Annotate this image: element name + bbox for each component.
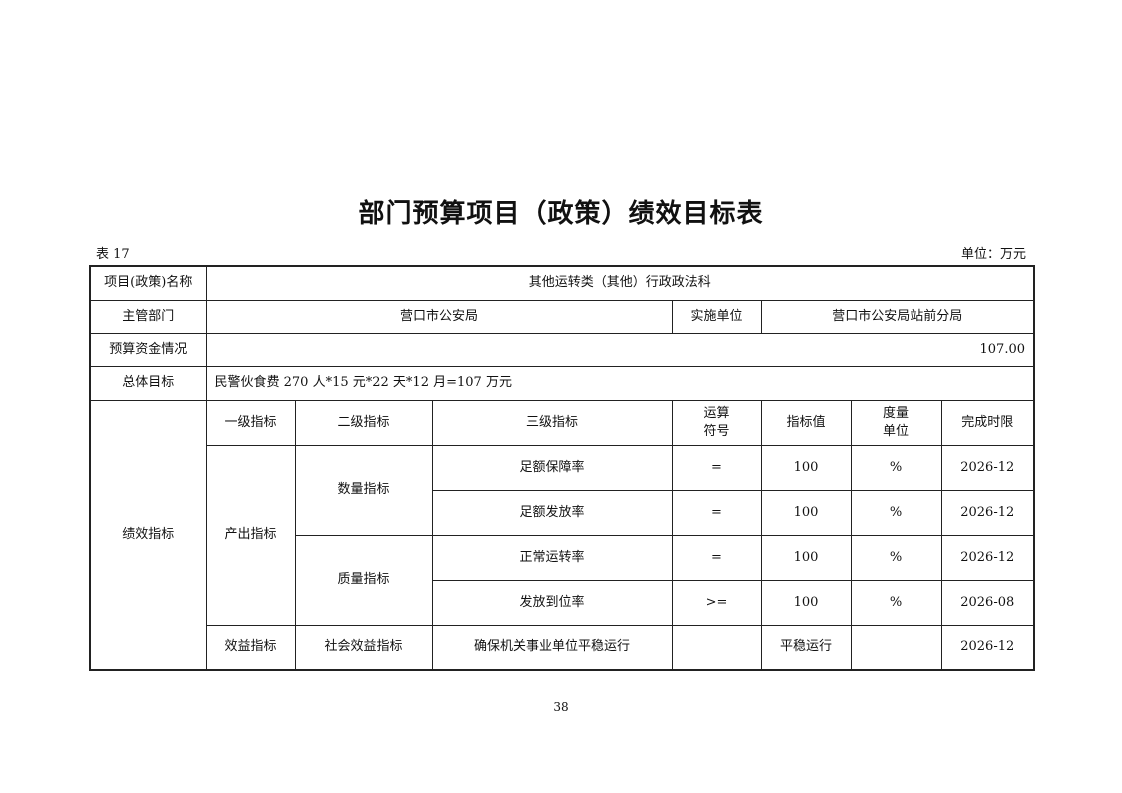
indicator-unit: % <box>850 579 942 626</box>
indicator-op <box>671 624 762 671</box>
indicator-name: 足额保障率 <box>431 444 673 491</box>
indicator-deadline: 2026-12 <box>940 534 1035 581</box>
indicator-deadline: 2026-12 <box>940 444 1035 491</box>
indicator-value: 100 <box>760 489 852 536</box>
label-cell: 主管部门 <box>89 299 207 334</box>
indicator-name: 正常运转率 <box>431 534 673 581</box>
dept-value: 营口市公安局 <box>205 299 673 334</box>
goal-value: 民警伙食费 270 人*15 元*22 天*12 月=107 万元 <box>205 365 1035 401</box>
page-number: 38 <box>553 700 569 714</box>
label-cell: 项目(政策)名称 <box>89 265 207 301</box>
table-row: 发放到位率 >= 100 % 2026-08 <box>90 579 1035 626</box>
page-title: 部门预算项目（政策）绩效目标表 <box>358 199 764 229</box>
header-cell: 一级指标 <box>205 399 296 446</box>
level2-cell: 社会效益指标 <box>294 624 433 671</box>
table-row: 预算资金情况 107.00 <box>89 332 1035 367</box>
indicator-deadline: 2026-08 <box>940 579 1035 626</box>
header-cell: 运算符号 <box>671 399 762 446</box>
indicator-unit <box>850 624 942 671</box>
table-row: 质量指标 正常运转率 = 100 % 2026-12 <box>90 534 1035 626</box>
budget-value: 107.00 <box>205 332 1035 367</box>
header-cell: 三级指标 <box>431 399 673 446</box>
header-cell: 指标值 <box>760 399 852 446</box>
label-cell: 实施单位 <box>671 299 762 334</box>
indicator-unit: % <box>850 534 942 581</box>
indicator-op: = <box>671 444 762 491</box>
level1-cell: 产出指标 <box>205 444 296 626</box>
header-cell: 完成时限 <box>940 399 1035 446</box>
table-row: 产出指标 数量指标 足额保障率 = 100 % 2026-12 <box>90 444 1035 626</box>
level2-cell: 质量指标 <box>294 534 433 626</box>
indicator-value: 100 <box>760 579 852 626</box>
indicator-op: >= <box>671 579 762 626</box>
header-cell: 二级指标 <box>294 399 433 446</box>
indicator-deadline: 2026-12 <box>940 489 1035 536</box>
table-row: 项目(政策)名称 其他运转类（其他）行政政法科 <box>89 265 1035 301</box>
indicator-name: 足额发放率 <box>431 489 673 536</box>
project-name: 其他运转类（其他）行政政法科 <box>205 265 1035 301</box>
table-row: 主管部门 营口市公安局 实施单位 营口市公安局站前分局 <box>89 299 1035 334</box>
indicator-unit: % <box>850 444 942 491</box>
indicator-unit: % <box>850 489 942 536</box>
indicator-name: 发放到位率 <box>431 579 673 626</box>
level2-cell: 数量指标 <box>294 444 433 536</box>
table-number: 表 17 <box>96 247 130 262</box>
indicator-op: = <box>671 534 762 581</box>
header-row: 绩效指标 一级指标 二级指标 三级指标 运算符号 指标值 度量单位 完成时限 <box>89 399 1035 671</box>
indicator-name: 确保机关事业单位平稳运行 <box>431 624 673 671</box>
performance-table: 项目(政策)名称 其他运转类（其他）行政政法科 主管部门 营口市公安局 实施单位… <box>89 265 1035 671</box>
header-cell: 度量单位 <box>850 399 942 446</box>
header-op: 运算符号 <box>703 405 730 439</box>
indicator-op: = <box>671 489 762 536</box>
header-unit: 度量单位 <box>882 405 909 439</box>
indicator-value: 100 <box>760 534 852 581</box>
perf-label: 绩效指标 <box>89 399 207 671</box>
table-row: 效益指标 社会效益指标 确保机关事业单位平稳运行 平稳运行 2026-12 <box>90 624 1035 671</box>
table-row: 足额发放率 = 100 % 2026-12 <box>90 489 1035 536</box>
label-cell: 预算资金情况 <box>89 332 207 367</box>
indicator-deadline: 2026-12 <box>940 624 1035 671</box>
label-cell: 总体目标 <box>89 365 207 401</box>
impl-value: 营口市公安局站前分局 <box>760 299 1035 334</box>
table-row: 总体目标 民警伙食费 270 人*15 元*22 天*12 月=107 万元 <box>89 365 1035 401</box>
indicator-value: 平稳运行 <box>760 624 852 671</box>
unit-label: 单位：万元 <box>960 247 1026 262</box>
level1-cell: 效益指标 <box>205 624 296 671</box>
indicator-value: 100 <box>760 444 852 491</box>
